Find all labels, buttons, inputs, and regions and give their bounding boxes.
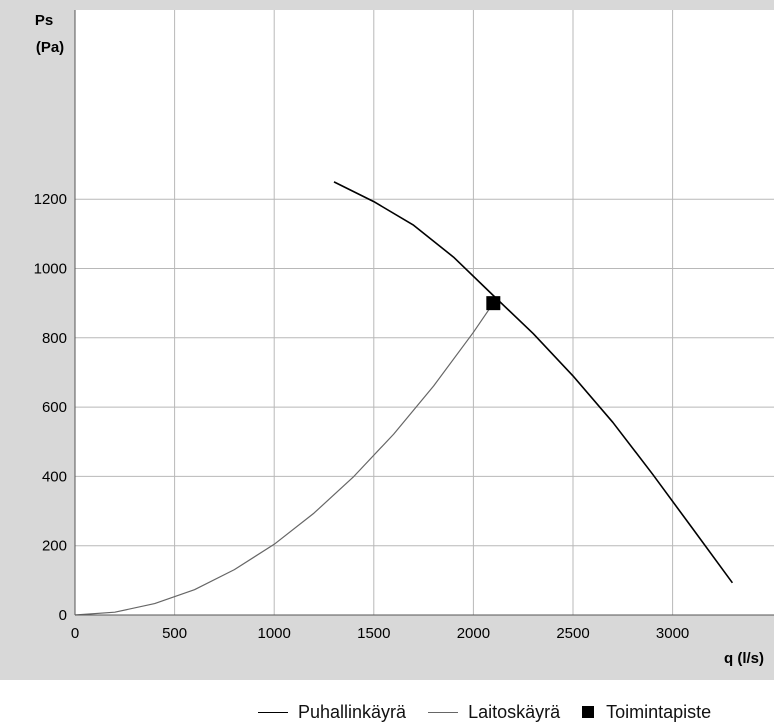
y-axis-label-line1: Ps: [35, 12, 53, 29]
series-line-1: [74, 302, 494, 616]
x-tick-label-3000: 3000: [656, 625, 689, 642]
legend-swatch-system-curve: [428, 711, 459, 713]
y-tick-label-1000: 1000: [34, 261, 67, 278]
legend-item-system-curve: Laitoskäyrä: [428, 702, 560, 723]
chart-legend: Puhallinkäyrä Laitoskäyrä Toimintapiste: [258, 700, 733, 724]
y-tick-label-0: 0: [59, 607, 67, 624]
legend-swatch-fan-curve: [258, 711, 288, 713]
series-lines: [74, 181, 734, 616]
legend-label-fan-curve: Puhallinkäyrä: [298, 701, 407, 722]
plot-area: [75, 10, 774, 615]
y-tick-label-600: 600: [42, 399, 67, 416]
x-tick-label-1000: 1000: [258, 625, 291, 642]
x-tick-label-0: 0: [71, 625, 79, 642]
legend-item-operating-point: Toimintapiste: [582, 702, 711, 723]
tick-labels: 0 500 1000 1500 2000 2500 3000 0 200 400 600 800 100…: [34, 191, 690, 642]
legend-label-system-curve: Laitoskäyrä: [468, 701, 561, 722]
x-tick-label-2500: 2500: [556, 625, 589, 642]
legend-label-operating-point: Toimintapiste: [606, 701, 712, 722]
grid-lines: [75, 10, 774, 615]
x-tick-label-500: 500: [162, 625, 187, 642]
x-axis-label: q (l/s): [724, 650, 764, 667]
point-markers: [486, 296, 501, 311]
series-line-0: [333, 181, 734, 584]
y-tick-label-200: 200: [42, 538, 67, 555]
x-tick-label-2000: 2000: [457, 625, 490, 642]
legend-swatch-operating-point: [582, 706, 595, 718]
legend-item-fan-curve: Puhallinkäyrä: [258, 702, 406, 723]
y-axis-label-line2: (Pa): [36, 39, 64, 56]
y-tick-label-400: 400: [42, 468, 67, 485]
y-tick-label-1200: 1200: [34, 191, 67, 208]
x-tick-label-1500: 1500: [357, 625, 390, 642]
y-tick-label-800: 800: [42, 330, 67, 347]
operating-point-marker: [486, 296, 501, 311]
